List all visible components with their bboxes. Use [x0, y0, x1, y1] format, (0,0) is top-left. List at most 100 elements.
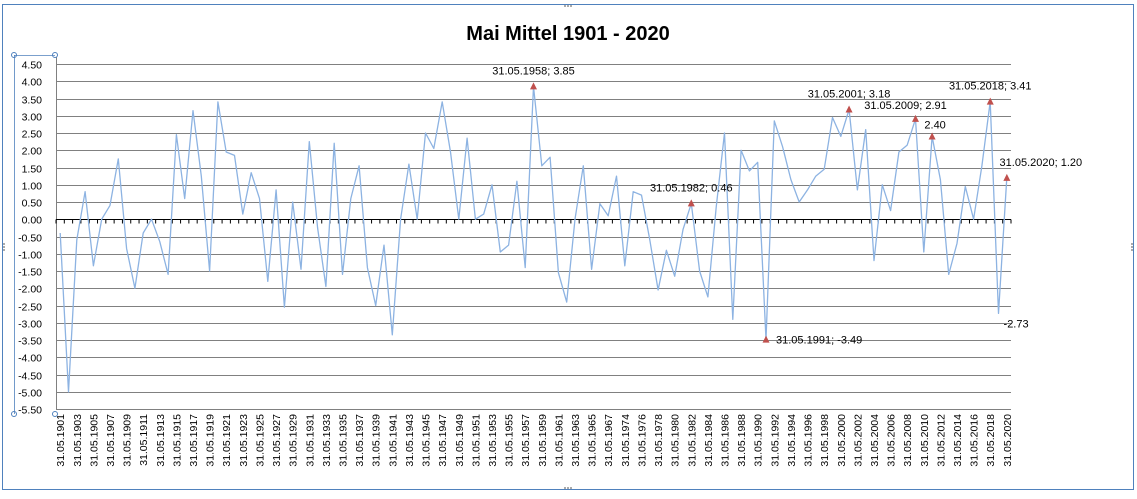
x-tick-label: 31.05.1939: [371, 414, 383, 467]
x-tick-label: 31.05.2004: [869, 414, 881, 467]
gridlines: [56, 64, 1011, 410]
x-tick-label: 31.05.2012: [935, 414, 947, 467]
y-tick-label: -1.50: [18, 267, 42, 279]
data-label: 31.05.1958; 3.85: [492, 65, 575, 77]
x-tick-label: 31.05.1992: [769, 414, 781, 467]
x-tick-label: 31.05.2020: [1002, 414, 1014, 467]
data-marker: [912, 114, 919, 122]
x-tick-label: 31.05.1994: [786, 414, 798, 467]
x-tick-label: 31.05.1935: [338, 414, 350, 467]
y-tick-label: -1.00: [18, 250, 42, 262]
x-tick-label: 31.05.1921: [221, 414, 233, 467]
resize-grip[interactable]: [1131, 246, 1133, 248]
x-tick-label: 31.05.1990: [753, 414, 765, 467]
x-tick-label: 31.05.1984: [703, 414, 715, 467]
y-tick-label: -5.50: [18, 405, 42, 417]
resize-grip[interactable]: [570, 487, 572, 489]
markers-layer: [530, 82, 1011, 343]
y-tick-label: 3.50: [22, 95, 43, 107]
x-tick-label: 31.05.2002: [852, 414, 864, 467]
y-tick-label: -2.00: [18, 284, 42, 296]
data-label: 31.05.1982; 0.46: [650, 182, 733, 194]
data-label: 31.05.1991; -3.49: [776, 335, 862, 347]
x-axis: 31.05.1901 31.05.1903 31.05.1905 31.05.1907…: [55, 219, 1014, 467]
x-tick-label: 31.05.1943: [404, 414, 416, 467]
x-tick-label: 31.05.1931: [304, 414, 316, 467]
y-tick-label: 4.50: [22, 60, 43, 72]
y-tick-label: -2.50: [18, 302, 42, 314]
x-tick-label: 31.05.1980: [670, 414, 682, 467]
y-tick-label: 1.00: [22, 181, 43, 193]
data-marker: [845, 105, 853, 113]
x-tick-label: 31.05.1951: [470, 414, 482, 467]
data-marker: [1003, 173, 1011, 181]
x-tick-label: 31.05.1955: [504, 414, 516, 467]
x-tick-label: 31.05.1996: [803, 414, 815, 467]
x-tick-label: 31.05.1963: [570, 414, 582, 467]
x-tick-label: 31.05.1909: [122, 414, 134, 467]
y-tick-label: -3.00: [18, 319, 42, 331]
x-tick-label: 31.05.1901: [55, 414, 67, 467]
data-label: 2.40: [924, 119, 945, 131]
x-tick-label: 31.05.1941: [387, 414, 399, 467]
data-label: 31.05.2018; 3.41: [949, 81, 1032, 93]
y-tick-label: -3.50: [18, 336, 42, 348]
x-tick-label: 31.05.1957: [520, 414, 532, 467]
resize-grip[interactable]: [3, 243, 5, 245]
x-tick-label: 31.05.1903: [72, 414, 84, 467]
y-tick-label: 2.00: [22, 146, 43, 158]
axis-selection-handle[interactable]: [52, 411, 58, 417]
data-marker: [986, 97, 994, 105]
y-tick-label: -0.50: [18, 233, 42, 245]
x-tick-label: 31.05.1937: [354, 414, 366, 467]
x-tick-label: 31.05.1933: [321, 414, 333, 467]
data-marker: [687, 199, 695, 207]
resize-grip[interactable]: [3, 246, 5, 248]
resize-grip[interactable]: [567, 487, 569, 489]
x-tick-label: 31.05.2000: [836, 414, 848, 467]
data-label: -2.73: [1004, 318, 1029, 330]
resize-grip[interactable]: [1131, 243, 1133, 245]
axis-selection-handle[interactable]: [11, 411, 17, 417]
x-tick-label: 31.05.2018: [985, 414, 997, 467]
x-tick-label: 31.05.1929: [288, 414, 300, 467]
x-tick-label: 31.05.1967: [603, 414, 615, 467]
y-tick-label: -5.00: [18, 388, 42, 400]
x-tick-label: 31.05.1925: [254, 414, 266, 467]
data-marker: [928, 132, 936, 140]
x-tick-label: 31.05.1945: [421, 414, 433, 467]
y-tick-label: 4.00: [22, 77, 43, 89]
y-tick-label: 2.50: [22, 129, 43, 141]
x-tick-label: 31.05.1982: [686, 414, 698, 467]
resize-grip[interactable]: [3, 249, 5, 251]
y-tick-label: 3.00: [22, 112, 43, 124]
y-tick-label: 1.50: [22, 164, 43, 176]
axis-selection-handle[interactable]: [11, 52, 17, 58]
x-tick-label: 31.05.1907: [105, 414, 117, 467]
selection-handles[interactable]: [3, 5, 1133, 489]
resize-grip[interactable]: [564, 5, 566, 7]
resize-grip[interactable]: [567, 5, 569, 7]
y-axis: -5.50 -5.00 -4.50 -4.00 -3.50 -3.00 -2.50 -2.00…: [18, 56, 57, 417]
axis-selection-handle[interactable]: [52, 52, 58, 58]
x-tick-label: 31.05.2016: [969, 414, 981, 467]
x-tick-label: 31.05.1911: [138, 414, 150, 466]
x-tick-label: 31.05.1915: [171, 414, 183, 467]
resize-grip[interactable]: [564, 487, 566, 489]
chart-frame-border: [2, 4, 1134, 490]
y-tick-label: -4.50: [18, 371, 42, 383]
data-marker: [530, 82, 537, 90]
data-label: 31.05.2009; 2.91: [864, 100, 947, 112]
x-tick-label: 31.05.1961: [553, 414, 565, 467]
x-tick-label: 31.05.1976: [636, 414, 648, 467]
y-tick-label: -4.00: [18, 353, 42, 365]
data-labels-layer: 31.05.1958; 3.85 31.05.1982; 0.46 31.05.19…: [492, 65, 1082, 346]
y-tick-label: 0.50: [22, 198, 43, 210]
y-tick-label: 0.00: [22, 215, 43, 227]
x-tick-label: 31.05.1965: [587, 414, 599, 467]
resize-grip[interactable]: [570, 5, 572, 7]
resize-grip[interactable]: [1131, 249, 1133, 251]
x-tick-label: 31.05.1919: [205, 414, 217, 467]
